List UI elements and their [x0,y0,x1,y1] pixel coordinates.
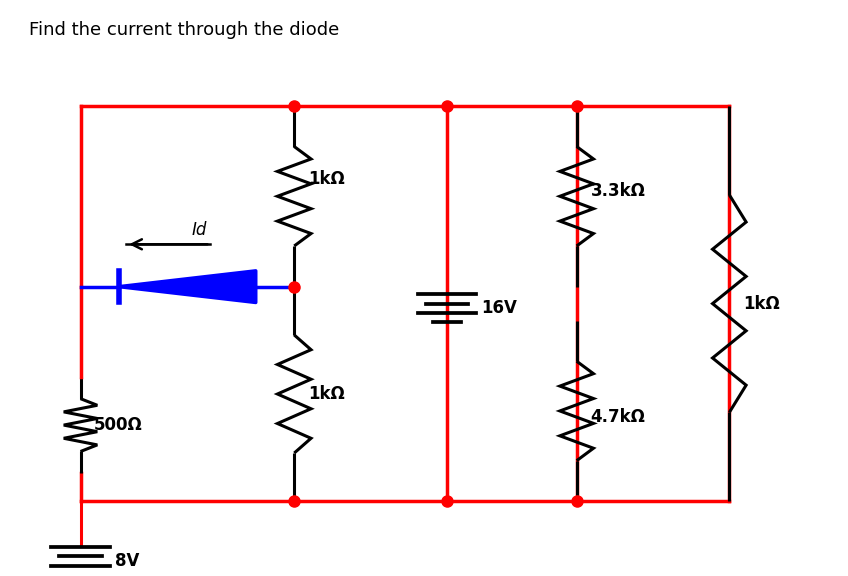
Text: 3.3kΩ: 3.3kΩ [590,181,645,200]
Text: 4.7kΩ: 4.7kΩ [590,408,645,426]
Text: 8V: 8V [114,552,139,570]
Text: 500Ω: 500Ω [94,416,143,434]
Text: 16V: 16V [482,300,517,317]
Text: 1kΩ: 1kΩ [308,385,345,403]
Text: 1kΩ: 1kΩ [308,170,345,188]
Text: Id: Id [191,221,207,239]
Polygon shape [119,271,256,302]
Text: Find the current through the diode: Find the current through the diode [30,21,339,39]
Text: 1kΩ: 1kΩ [743,294,780,313]
